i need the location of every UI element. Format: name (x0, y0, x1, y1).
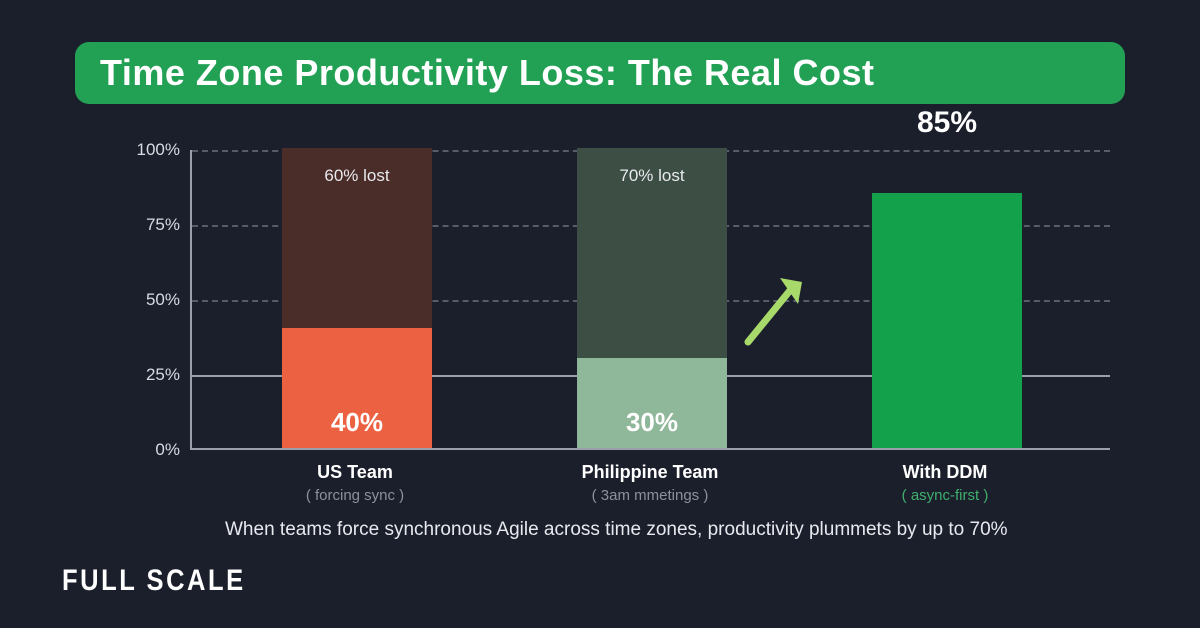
y-tick-75: 75% (146, 215, 180, 235)
trend-arrow-icon (740, 270, 800, 340)
bar-philippine-team-fill: 30% (577, 358, 727, 448)
axis-label-us-team: US Team ( forcing sync ) (280, 462, 430, 504)
axis-label-philippine-team: Philippine Team ( 3am mmetings ) (575, 462, 725, 504)
bar-us-team-value-label: 40% (282, 407, 432, 438)
y-tick-25: 25% (146, 365, 180, 385)
plot-area: 40% 60% lost 30% 70% lost (190, 150, 1110, 450)
bar-us-team-fill: 40% (282, 328, 432, 448)
bar-us-team-lost: 60% lost (282, 148, 432, 328)
subtitle-text: When teams force synchronous Agile acros… (225, 519, 1025, 541)
y-tick-50: 50% (146, 290, 180, 310)
bar-with-ddm-fill (872, 193, 1022, 448)
title-banner: Time Zone Productivity Loss: The Real Co… (75, 42, 1125, 104)
brand-logo: FULL SCALE (62, 564, 246, 598)
bar-philippine-team-lost: 70% lost (577, 148, 727, 358)
bar-us-team[interactable]: 40% 60% lost (282, 148, 432, 448)
y-tick-100: 100% (137, 140, 180, 160)
bar-with-ddm-top-label: 85% (872, 106, 1022, 140)
y-tick-0: 0% (155, 440, 180, 460)
y-axis: 100% 75% 50% 25% 0% (150, 150, 190, 450)
bar-philippine-team[interactable]: 30% 70% lost (577, 148, 727, 448)
bar-philippine-team-lost-label: 70% lost (577, 166, 727, 186)
chart-area: 100% 75% 50% 25% 0% 40% 60% lost (150, 150, 1110, 450)
axis-label-with-ddm: With DDM ( async-first ) (870, 462, 1020, 504)
bar-us-team-lost-label: 60% lost (282, 166, 432, 186)
page-title: Time Zone Productivity Loss: The Real Co… (100, 52, 874, 94)
bar-with-ddm[interactable]: 85% (872, 148, 1022, 448)
slide-canvas: Time Zone Productivity Loss: The Real Co… (0, 0, 1200, 628)
bar-philippine-team-value-label: 30% (577, 407, 727, 438)
